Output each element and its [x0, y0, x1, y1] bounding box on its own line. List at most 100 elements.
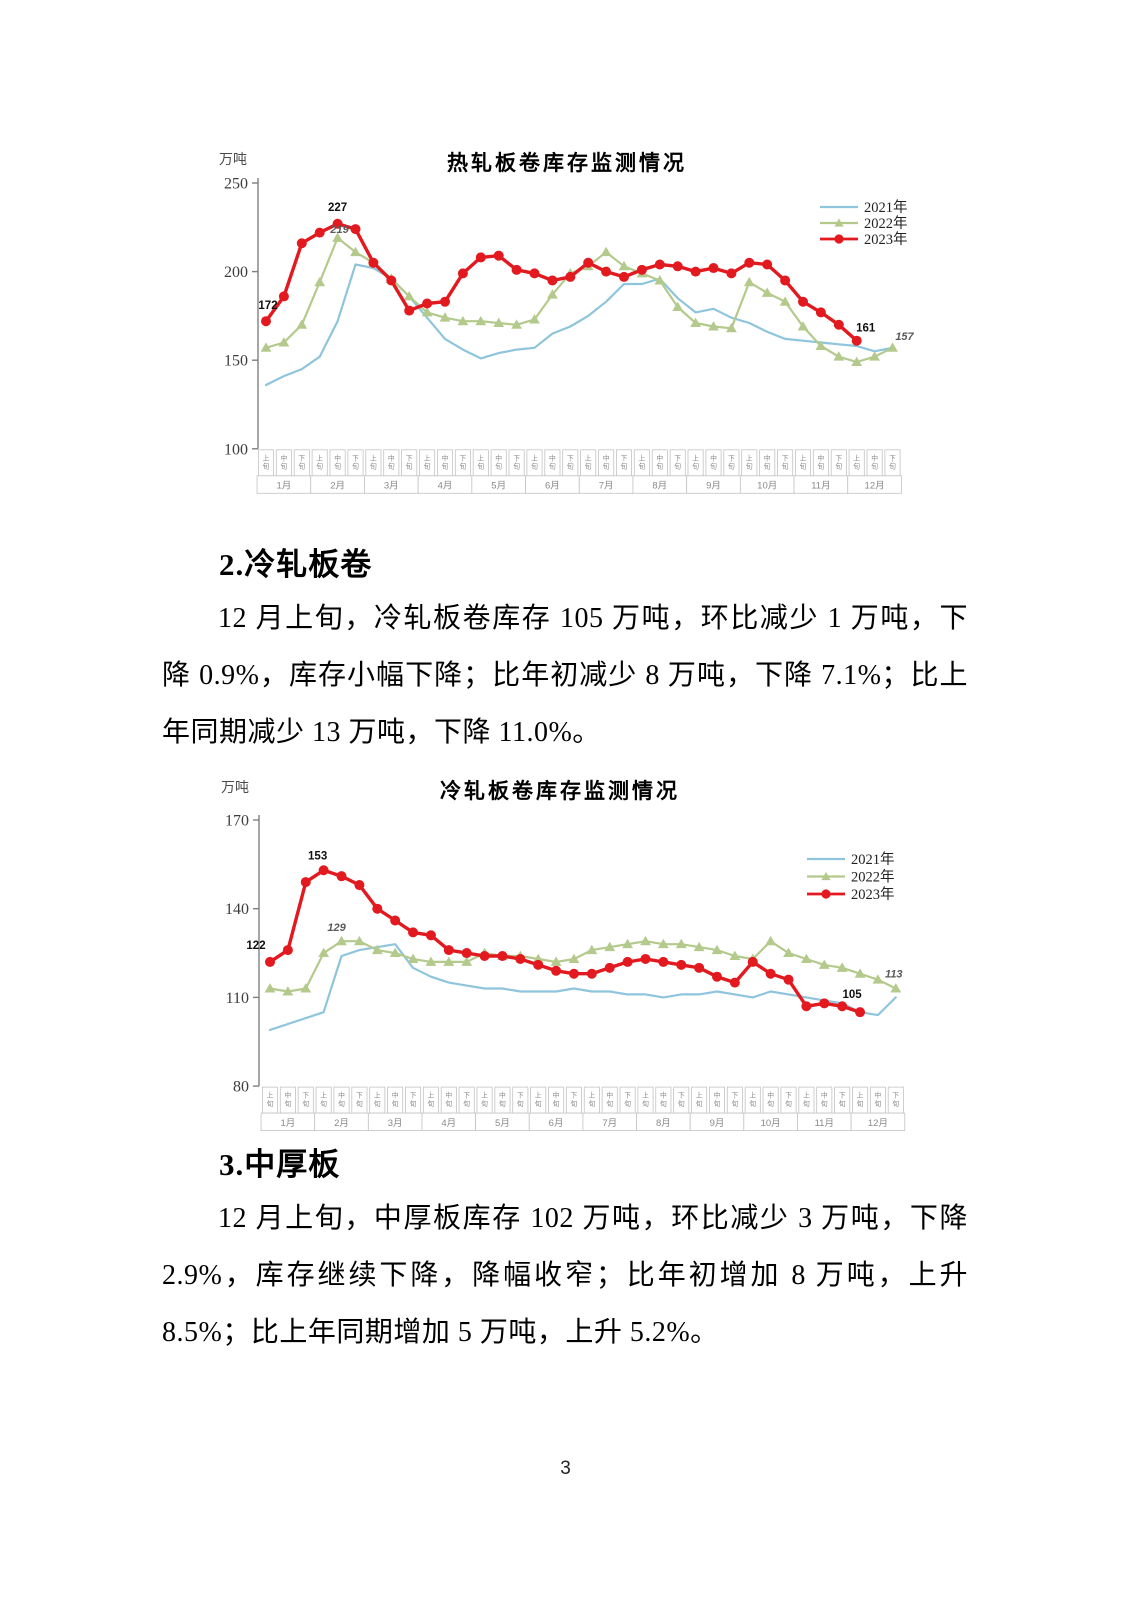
point-label-129: 129 — [327, 922, 346, 934]
legend-label-2022: 2022年 — [851, 869, 895, 886]
x-period-label: 中旬 — [767, 1091, 774, 1108]
x-period-label: 上旬 — [481, 1091, 488, 1108]
chart-title: 热轧板卷库存监测情况 — [447, 151, 687, 175]
circle-marker — [443, 945, 454, 956]
triangle-marker — [836, 962, 848, 972]
x-period-label: 中旬 — [549, 453, 556, 470]
x-period-label: 上旬 — [320, 1091, 327, 1108]
circle-marker — [354, 880, 365, 891]
x-period-label: 中旬 — [392, 1091, 399, 1108]
x-period-label: 上旬 — [535, 1091, 542, 1108]
x-month-label: 6月 — [545, 481, 560, 492]
x-period-label: 中旬 — [660, 1091, 667, 1108]
y-tick-label: 250 — [224, 176, 248, 193]
x-month-label: 8月 — [652, 481, 667, 492]
circle-marker — [583, 257, 594, 268]
y-axis: 170 140 110 80 — [225, 813, 260, 1096]
y-axis-unit-label: 万吨 — [219, 152, 247, 168]
circle-marker — [819, 998, 830, 1009]
x-month-label: 10月 — [757, 481, 777, 492]
x-month-label: 4月 — [438, 481, 453, 492]
circle-marker — [855, 1007, 866, 1018]
circle-marker — [533, 959, 544, 970]
x-period-label: 下旬 — [728, 454, 735, 470]
x-period-label: 下旬 — [835, 454, 842, 470]
circle-marker — [762, 259, 773, 270]
x-period-label: 下旬 — [731, 1092, 738, 1108]
x-period-label: 上旬 — [424, 453, 431, 470]
x-month-label: 11月 — [815, 1118, 834, 1129]
circle-marker — [372, 903, 383, 914]
x-period-label: 中旬 — [875, 1091, 882, 1108]
x-period-label: 中旬 — [338, 1091, 345, 1108]
x-period-label: 中旬 — [764, 453, 771, 470]
point-label-227: 227 — [328, 202, 347, 214]
x-period-label: 中旬 — [656, 453, 663, 470]
cold-rolled-chart-canvas: 冷轧板卷库存监测情况万吨17014011080上旬中旬下旬上旬中旬下旬上旬中旬下… — [221, 779, 906, 1132]
circle-marker — [278, 291, 289, 302]
cold-rolled-inventory-chart: 冷轧板卷库存监测情况 万吨 170 140 110 80 上旬 中旬 下旬 上旬 中旬 下旬 上旬 中旬下… — [205, 768, 925, 1138]
triangle-marker — [801, 953, 812, 963]
x-axis-month-cells: 1月 2月 3月 4月 5月 6月 7月 8月 9月 10月 11月 12月 — [256, 475, 902, 494]
triangle-marker — [657, 938, 669, 949]
triangle-marker — [529, 314, 540, 324]
legend-circle-marker — [821, 889, 831, 899]
x-period-label: 上旬 — [263, 453, 270, 470]
triangle-marker — [547, 289, 558, 299]
x-period-label: 中旬 — [334, 453, 341, 470]
triangle-marker — [439, 312, 451, 322]
x-period-label: 上旬 — [696, 1091, 703, 1108]
circle-marker — [640, 953, 651, 964]
point-label-161: 161 — [856, 323, 876, 335]
circle-marker — [654, 259, 665, 270]
triangle-marker — [815, 340, 827, 351]
x-period-label: 下旬 — [839, 1092, 846, 1108]
x-period-label: 下旬 — [302, 1092, 309, 1108]
triangle-marker — [708, 321, 719, 331]
triangle-marker — [300, 983, 312, 993]
x-month-label: 6月 — [549, 1118, 564, 1129]
x-period-label: 上旬 — [853, 453, 860, 470]
x-period-label: 中旬 — [284, 1091, 291, 1108]
triangle-marker — [854, 968, 866, 978]
circle-marker — [479, 951, 490, 962]
circle-marker — [765, 968, 776, 979]
circle-marker — [336, 871, 347, 882]
legend-label-2021: 2021年 — [864, 199, 908, 216]
section-heading-cold-rolled: 2.冷轧板卷 — [219, 547, 373, 582]
circle-marker — [332, 218, 343, 229]
circle-marker — [529, 268, 540, 279]
triangle-marker — [693, 941, 705, 952]
x-axis-month-cells: 1月 2月 3月 4月 5月 6月 7月 8月 9月 10月 11月 12月 — [260, 1112, 906, 1132]
triangle-marker — [532, 953, 544, 963]
x-month-label: 2月 — [334, 1118, 349, 1129]
circle-marker — [622, 956, 633, 967]
circle-marker — [300, 877, 311, 888]
triangle-marker — [729, 950, 741, 961]
triangle-marker — [600, 246, 612, 257]
triangle-marker — [278, 337, 290, 347]
circle-marker — [282, 945, 293, 956]
triangle-marker — [783, 947, 794, 958]
circle-marker — [440, 296, 450, 307]
x-axis-period-cells: 上旬中旬下旬上旬中旬下旬上旬中旬下旬上旬中旬下旬上旬中旬下旬上旬中旬下旬上旬中旬… — [262, 1086, 904, 1114]
x-month-label: 8月 — [656, 1118, 671, 1129]
triangle-marker — [550, 956, 562, 966]
x-period-label: 中旬 — [553, 1091, 560, 1108]
triangle-marker — [890, 983, 902, 993]
legend-item-2022: 2022年 — [820, 215, 908, 232]
circle-marker — [425, 930, 436, 941]
triangle-marker — [296, 319, 308, 329]
circle-marker — [568, 968, 579, 979]
x-month-label: 1月 — [280, 1118, 295, 1129]
x-period-label: 下旬 — [621, 454, 628, 470]
x-month-label: 3月 — [384, 481, 399, 492]
point-label-113: 113 — [885, 969, 903, 981]
x-period-label: 下旬 — [889, 454, 896, 470]
triangle-marker — [350, 246, 361, 257]
triangle-marker — [461, 956, 473, 966]
x-period-label: 下旬 — [356, 1092, 363, 1108]
point-label-172: 172 — [258, 300, 277, 312]
x-period-label: 上旬 — [477, 453, 484, 470]
